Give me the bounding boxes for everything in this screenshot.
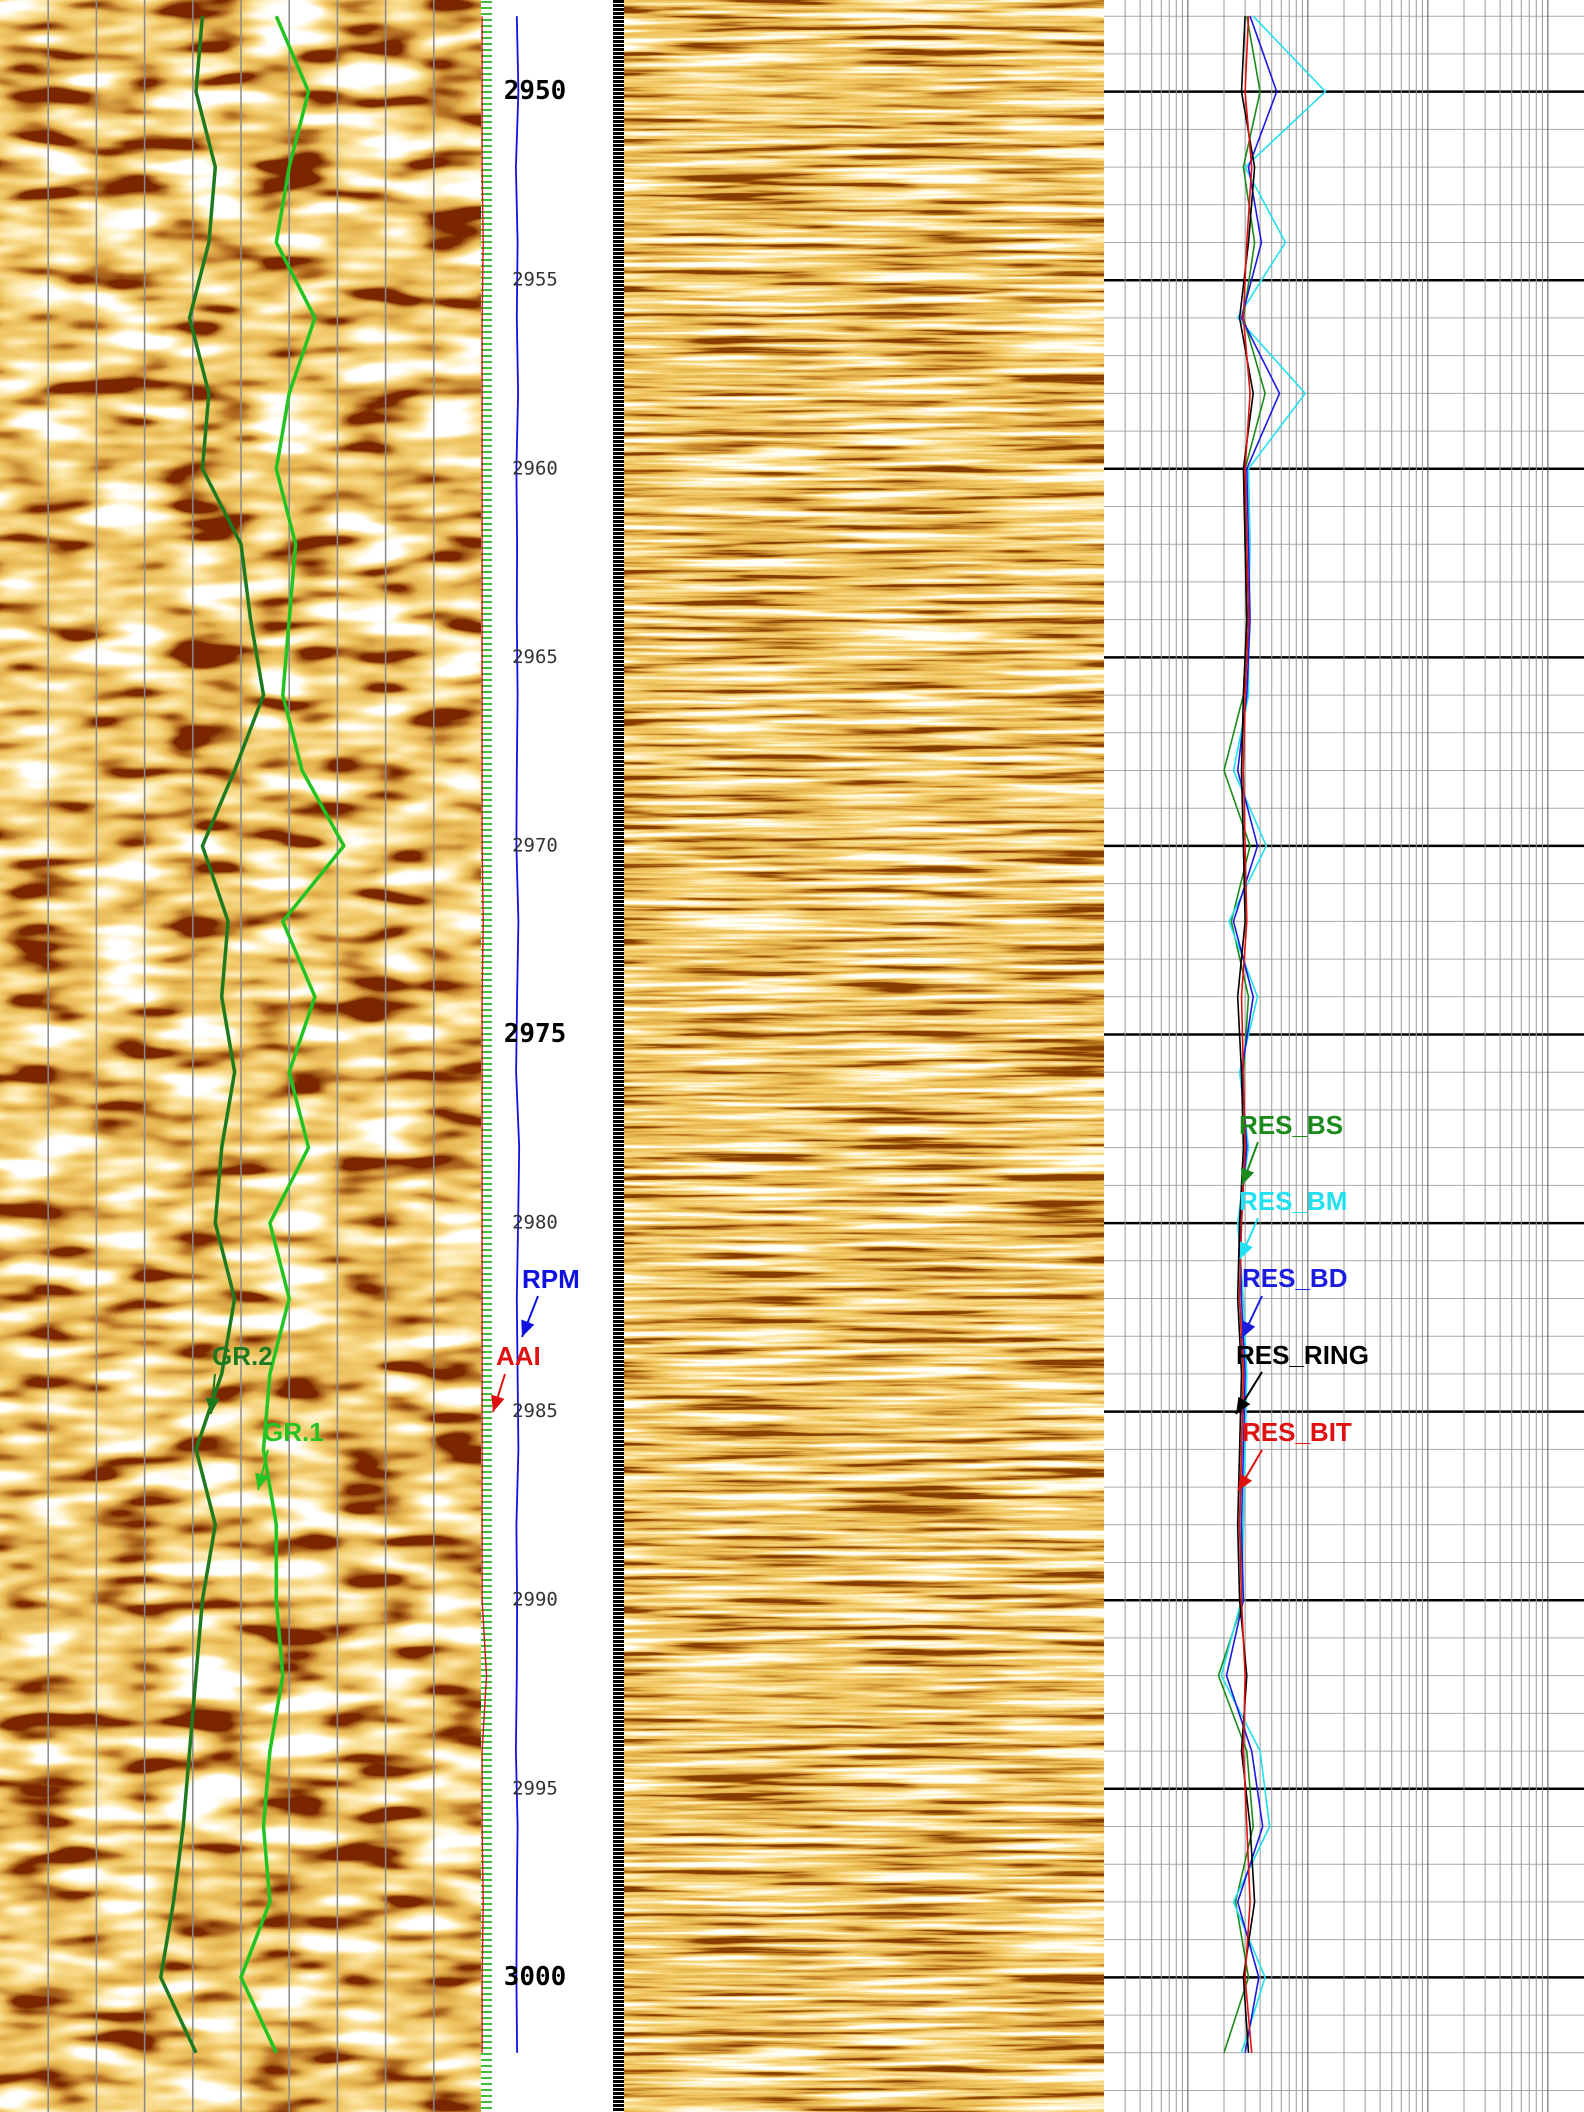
depth-label: 2970: [512, 834, 558, 856]
label-arrowhead: [255, 1472, 269, 1490]
grid: [47, 0, 1584, 2112]
curve-label: RES_BD: [1242, 1263, 1347, 1293]
labels: GR.2 GR.1 2950 2955 2960 2965 2970 2975 2980 2985…: [205, 76, 1369, 1992]
curve: [239, 15, 346, 2054]
curve-label: AAI: [496, 1341, 541, 1371]
depth-label: 3000: [504, 1962, 567, 1992]
depth-label: 2960: [512, 457, 558, 479]
curve: [515, 16, 521, 2053]
depth-label: 2995: [512, 1777, 558, 1799]
label-arrowhead: [205, 1397, 220, 1414]
curve: [158, 16, 266, 2054]
curve-label: RES_BIT: [1242, 1417, 1352, 1447]
label-arrowhead: [1236, 1396, 1251, 1414]
label-arrowhead: [1240, 1241, 1253, 1259]
depth-label: 2950: [504, 76, 567, 106]
depth-label: 2955: [512, 269, 558, 291]
curve-label: RES_BS: [1239, 1110, 1343, 1140]
curve: [1217, 16, 1266, 2054]
image-track-2: [624, 0, 1104, 2112]
curve: [1238, 16, 1253, 2053]
curve-label: GR.2: [212, 1341, 273, 1371]
aai-column: [481, 0, 492, 2112]
curve-label: GR.1: [263, 1417, 324, 1447]
curve-label: RES_BM: [1239, 1186, 1347, 1216]
depth-label: 2975: [504, 1019, 567, 1049]
curve-label: RPM: [522, 1264, 580, 1294]
depth-label: 2990: [512, 1589, 558, 1611]
label-arrowhead: [491, 1394, 505, 1412]
label-arrowhead: [1238, 1473, 1253, 1491]
depth-label: 2965: [512, 646, 558, 668]
curve-label: RES_RING: [1236, 1340, 1369, 1370]
curve: [1220, 15, 1327, 2054]
curve: [481, 16, 488, 2053]
tick-strip: [613, 0, 624, 2112]
depth-label: 2985: [512, 1400, 558, 1422]
label-arrowhead: [1241, 1167, 1255, 1185]
label-arrowhead: [1242, 1320, 1256, 1338]
curves: [158, 15, 1327, 2054]
curve: [1225, 15, 1281, 2053]
depth-label: 2980: [512, 1212, 558, 1234]
label-arrowhead: [521, 1319, 535, 1337]
